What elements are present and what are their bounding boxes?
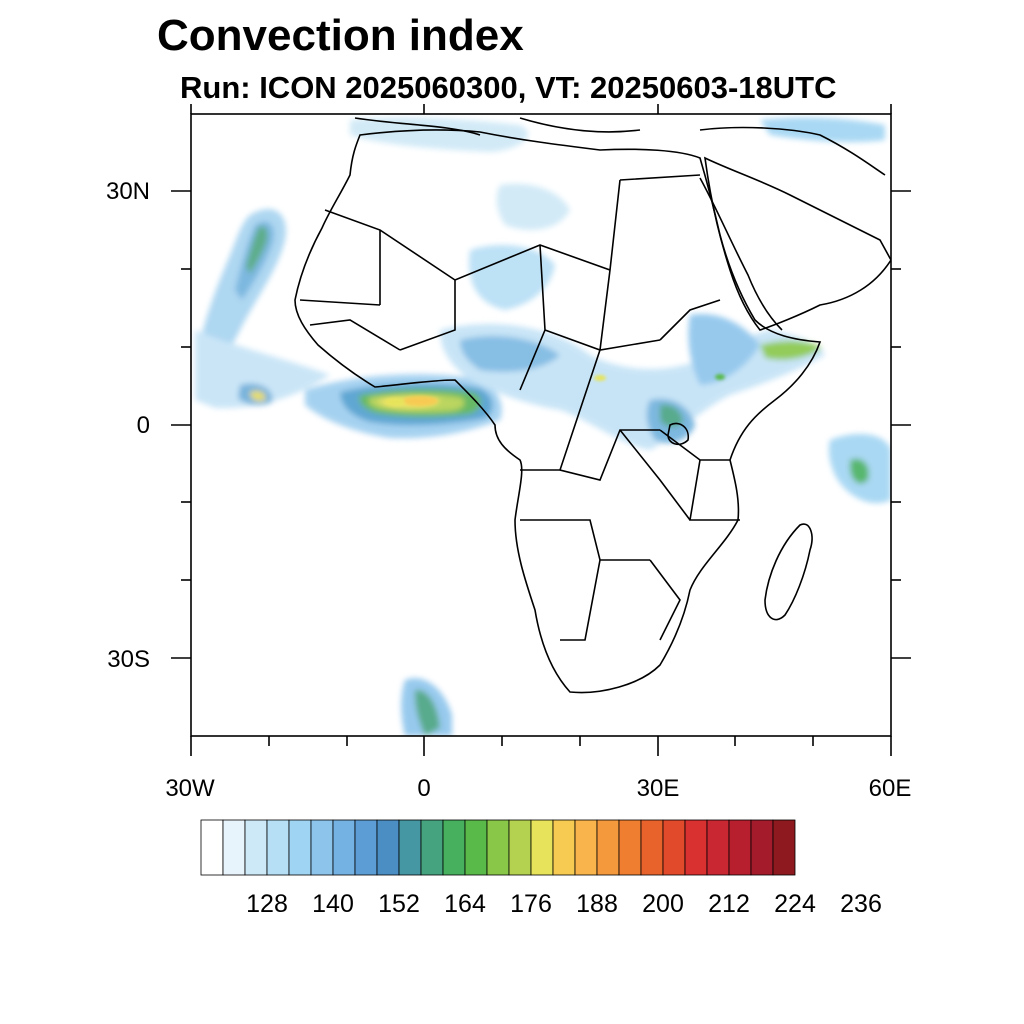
colorbar-swatch bbox=[354, 819, 378, 876]
colorbar-swatch bbox=[244, 819, 268, 876]
colorbar-swatch bbox=[420, 819, 444, 876]
colorbar-swatch bbox=[530, 819, 554, 876]
colorbar-label: 224 bbox=[774, 890, 816, 918]
colorbar-swatch bbox=[618, 819, 642, 876]
colorbar-swatch bbox=[200, 819, 224, 876]
lat-label-equator: 0 bbox=[136, 412, 150, 439]
map-subtitle: Run: ICON 2025060300, VT: 20250603-18UTC bbox=[180, 70, 837, 105]
colorbar-label: 152 bbox=[378, 890, 420, 918]
colorbar-swatch bbox=[464, 819, 488, 876]
colorbar-swatch bbox=[772, 819, 796, 876]
colorbar-swatch bbox=[552, 819, 576, 876]
colorbar-label: 188 bbox=[576, 890, 618, 918]
colorbar-label: 236 bbox=[840, 890, 882, 918]
colorbar-swatch bbox=[596, 819, 620, 876]
colorbar-swatch bbox=[398, 819, 422, 876]
lon-label-60e: 60E bbox=[868, 775, 912, 802]
colorbar-label: 140 bbox=[312, 890, 354, 918]
colorbar: 128 140 152 164 176 188 200 212 224 236 bbox=[200, 819, 882, 918]
colorbar-swatch bbox=[640, 819, 664, 876]
colorbar-swatch bbox=[442, 819, 466, 876]
colorbar-swatch bbox=[486, 819, 510, 876]
colorbar-swatch bbox=[266, 819, 290, 876]
convection-field bbox=[195, 117, 891, 736]
colorbar-label: 128 bbox=[246, 890, 288, 918]
colorbar-label: 176 bbox=[510, 890, 552, 918]
colorbar-swatch bbox=[706, 819, 730, 876]
colorbar-label: 164 bbox=[444, 890, 486, 918]
lon-label-0: 0 bbox=[417, 775, 431, 802]
colorbar-swatch bbox=[332, 819, 356, 876]
lon-label-30w: 30W bbox=[165, 775, 215, 802]
lat-label-30n: 30N bbox=[105, 178, 150, 205]
colorbar-swatch bbox=[222, 819, 246, 876]
coastlines-and-borders bbox=[294, 117, 891, 694]
colorbar-swatch bbox=[728, 819, 752, 876]
colorbar-swatch bbox=[508, 819, 532, 876]
map-frame bbox=[171, 104, 911, 756]
colorbar-swatch bbox=[662, 819, 686, 876]
lat-label-30s: 30S bbox=[107, 646, 150, 673]
colorbar-swatch bbox=[750, 819, 774, 876]
map-title: Convection index bbox=[157, 11, 524, 60]
colorbar-swatch bbox=[288, 819, 312, 876]
lon-label-30e: 30E bbox=[636, 775, 680, 802]
colorbar-label: 200 bbox=[642, 890, 684, 918]
colorbar-label: 212 bbox=[708, 890, 750, 918]
colorbar-swatch bbox=[376, 819, 400, 876]
colorbar-swatch bbox=[574, 819, 598, 876]
colorbar-swatch bbox=[310, 819, 334, 876]
colorbar-swatch bbox=[684, 819, 708, 876]
